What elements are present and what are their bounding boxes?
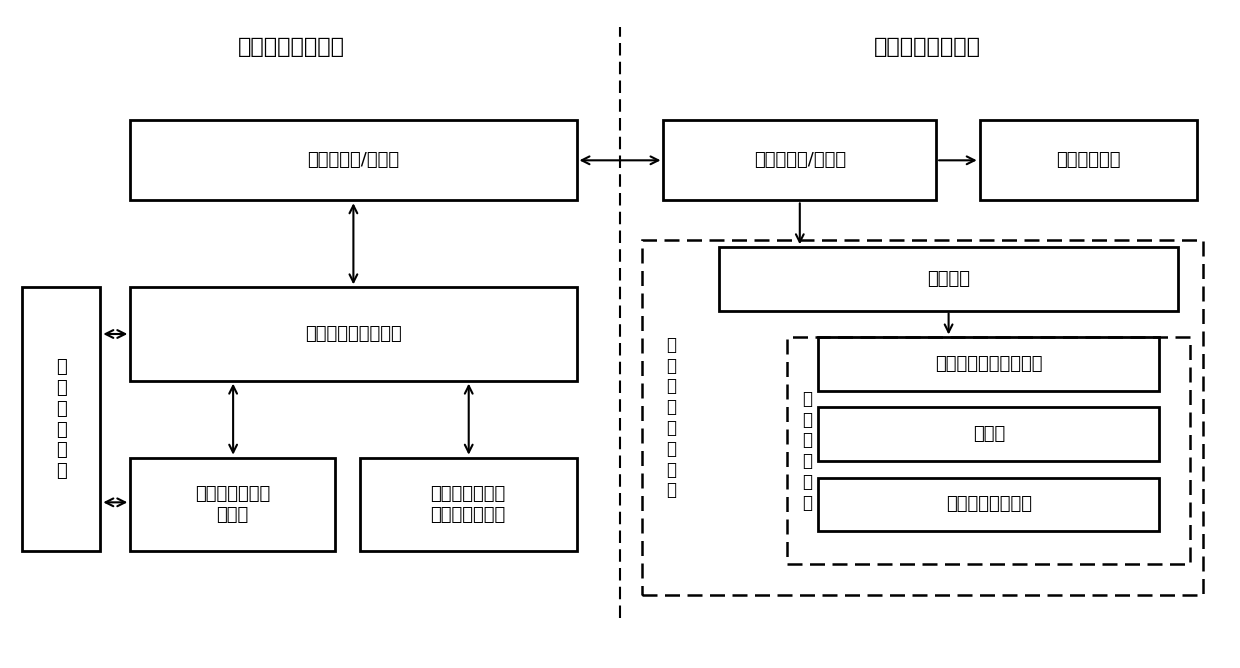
Bar: [130, 458, 335, 551]
Bar: [22, 287, 100, 551]
Text: 控制系统: 控制系统: [928, 270, 970, 288]
Text: 城市交通流量实
时监测数据模块: 城市交通流量实 时监测数据模块: [430, 485, 506, 524]
Text: 平台数据收/发模块: 平台数据收/发模块: [308, 152, 399, 169]
Bar: [719, 247, 1178, 311]
Bar: [130, 120, 577, 200]
Text: 车流检测模块: 车流检测模块: [1055, 152, 1121, 169]
Bar: [663, 120, 936, 200]
Text: 远程交通数据平台: 远程交通数据平台: [238, 37, 345, 57]
Text: 建
筑
结
构
框
架: 建 筑 结 构 框 架: [802, 390, 812, 512]
Text: 城市交通路网连
通模型: 城市交通路网连 通模型: [195, 485, 270, 524]
Bar: [818, 337, 1159, 391]
Text: 路口数据收/发模块: 路口数据收/发模块: [754, 152, 846, 169]
Bar: [980, 120, 1197, 200]
Text: 大数据分析管理模块: 大数据分析管理模块: [305, 325, 402, 343]
Bar: [818, 407, 1159, 461]
Text: 路口疏通现场系统: 路口疏通现场系统: [874, 37, 981, 57]
Text: 缓冲岛: 缓冲岛: [972, 426, 1006, 443]
Bar: [642, 240, 1203, 595]
Bar: [787, 337, 1190, 564]
Bar: [818, 478, 1159, 531]
Text: 数
据
存
储
模
块: 数 据 存 储 模 块: [56, 358, 67, 480]
Text: 邻近道路出口闸门: 邻近道路出口闸门: [946, 496, 1032, 513]
Text: 车
流
缓
冲
疏
导
系
统: 车 流 缓 冲 疏 导 系 统: [666, 336, 676, 499]
Text: 路口至缓冲岛入口闸门: 路口至缓冲岛入口闸门: [935, 355, 1043, 373]
Bar: [360, 458, 577, 551]
Bar: [130, 287, 577, 381]
